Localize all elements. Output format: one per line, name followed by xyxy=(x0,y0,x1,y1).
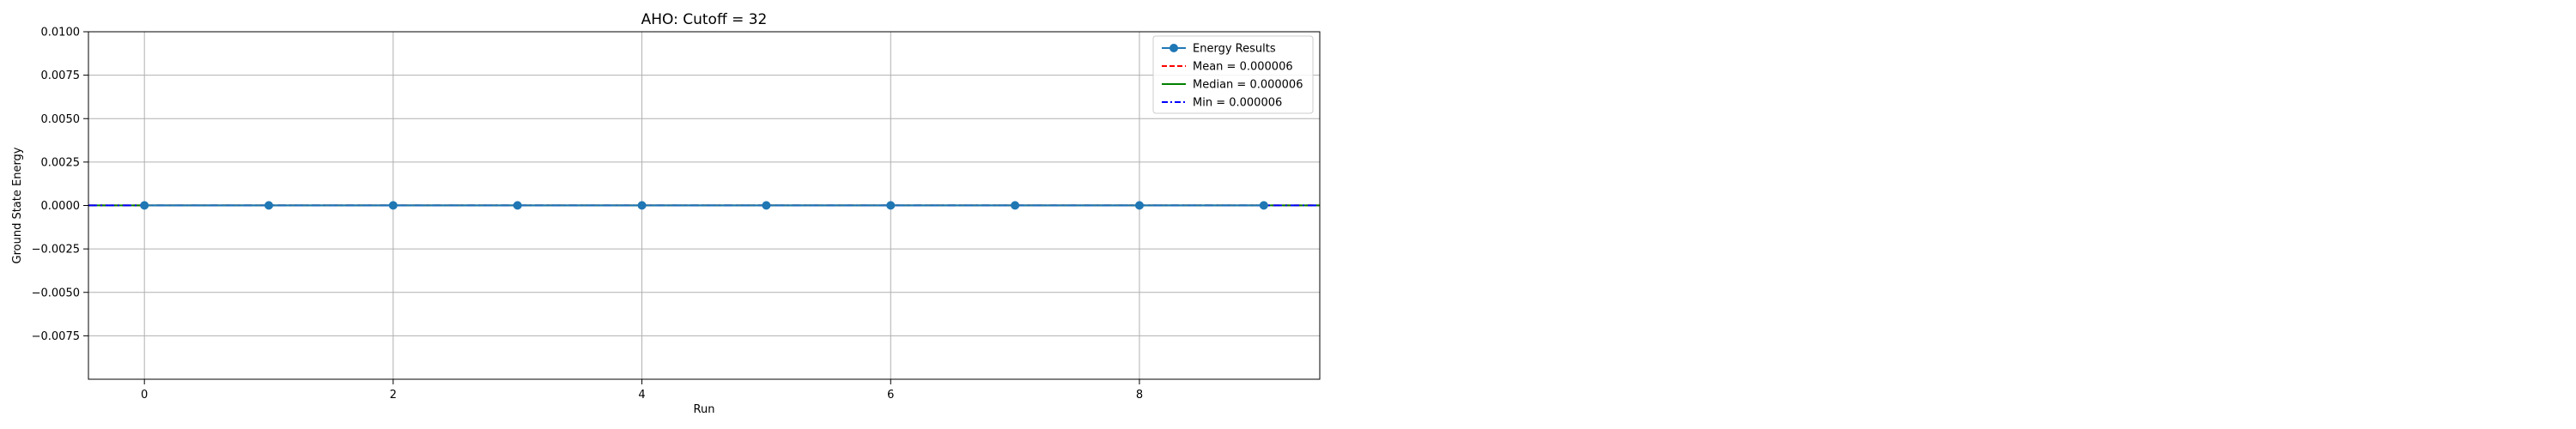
legend-marker xyxy=(1170,44,1178,52)
y-tick-label: −0.0025 xyxy=(32,244,80,257)
y-axis-label: Ground State Energy xyxy=(11,147,24,263)
data-point xyxy=(1134,201,1144,210)
legend-entry-label: Energy Results xyxy=(1193,43,1276,56)
y-tick-label: 0.0050 xyxy=(41,113,81,126)
data-point xyxy=(762,201,771,210)
data-point xyxy=(264,201,274,210)
x-tick-label: 0 xyxy=(141,389,148,402)
legend-box xyxy=(1152,35,1314,114)
y-tick-label: −0.0075 xyxy=(32,330,80,343)
data-point xyxy=(388,201,398,210)
y-tick-label: 0.0100 xyxy=(41,27,81,39)
x-axis-label: Run xyxy=(694,403,715,416)
legend: Energy Results Mean = 0.000006 Median = 0.… xyxy=(1152,35,1314,114)
data-point xyxy=(513,201,522,210)
chart-title: AHO: Cutoff = 32 xyxy=(641,11,768,28)
data-point xyxy=(637,201,647,210)
data-point xyxy=(140,201,149,210)
y-tick-label: 0.0075 xyxy=(41,69,81,82)
x-axis-ticks: 0 2 4 6 8 xyxy=(141,379,1143,402)
x-tick-label: 8 xyxy=(1136,389,1143,402)
legend-entry-label: Median = 0.000006 xyxy=(1193,79,1303,92)
x-tick-label: 4 xyxy=(638,389,645,402)
x-tick-label: 6 xyxy=(887,389,894,402)
y-tick-label: −0.0050 xyxy=(32,287,80,299)
data-point xyxy=(1259,201,1268,210)
x-tick-label: 2 xyxy=(390,389,397,402)
legend-entry-label: Min = 0.000006 xyxy=(1193,97,1282,110)
y-axis-ticks: 0.0100 0.0075 0.0050 0.0025 0.0000 −0.0025 −0.… xyxy=(32,27,88,343)
data-point xyxy=(1011,201,1020,210)
y-tick-label: 0.0000 xyxy=(41,200,81,213)
data-point xyxy=(886,201,896,210)
series-layer xyxy=(140,201,1268,210)
legend-entry-label: Mean = 0.000006 xyxy=(1193,61,1293,74)
y-tick-label: 0.0025 xyxy=(41,156,81,169)
